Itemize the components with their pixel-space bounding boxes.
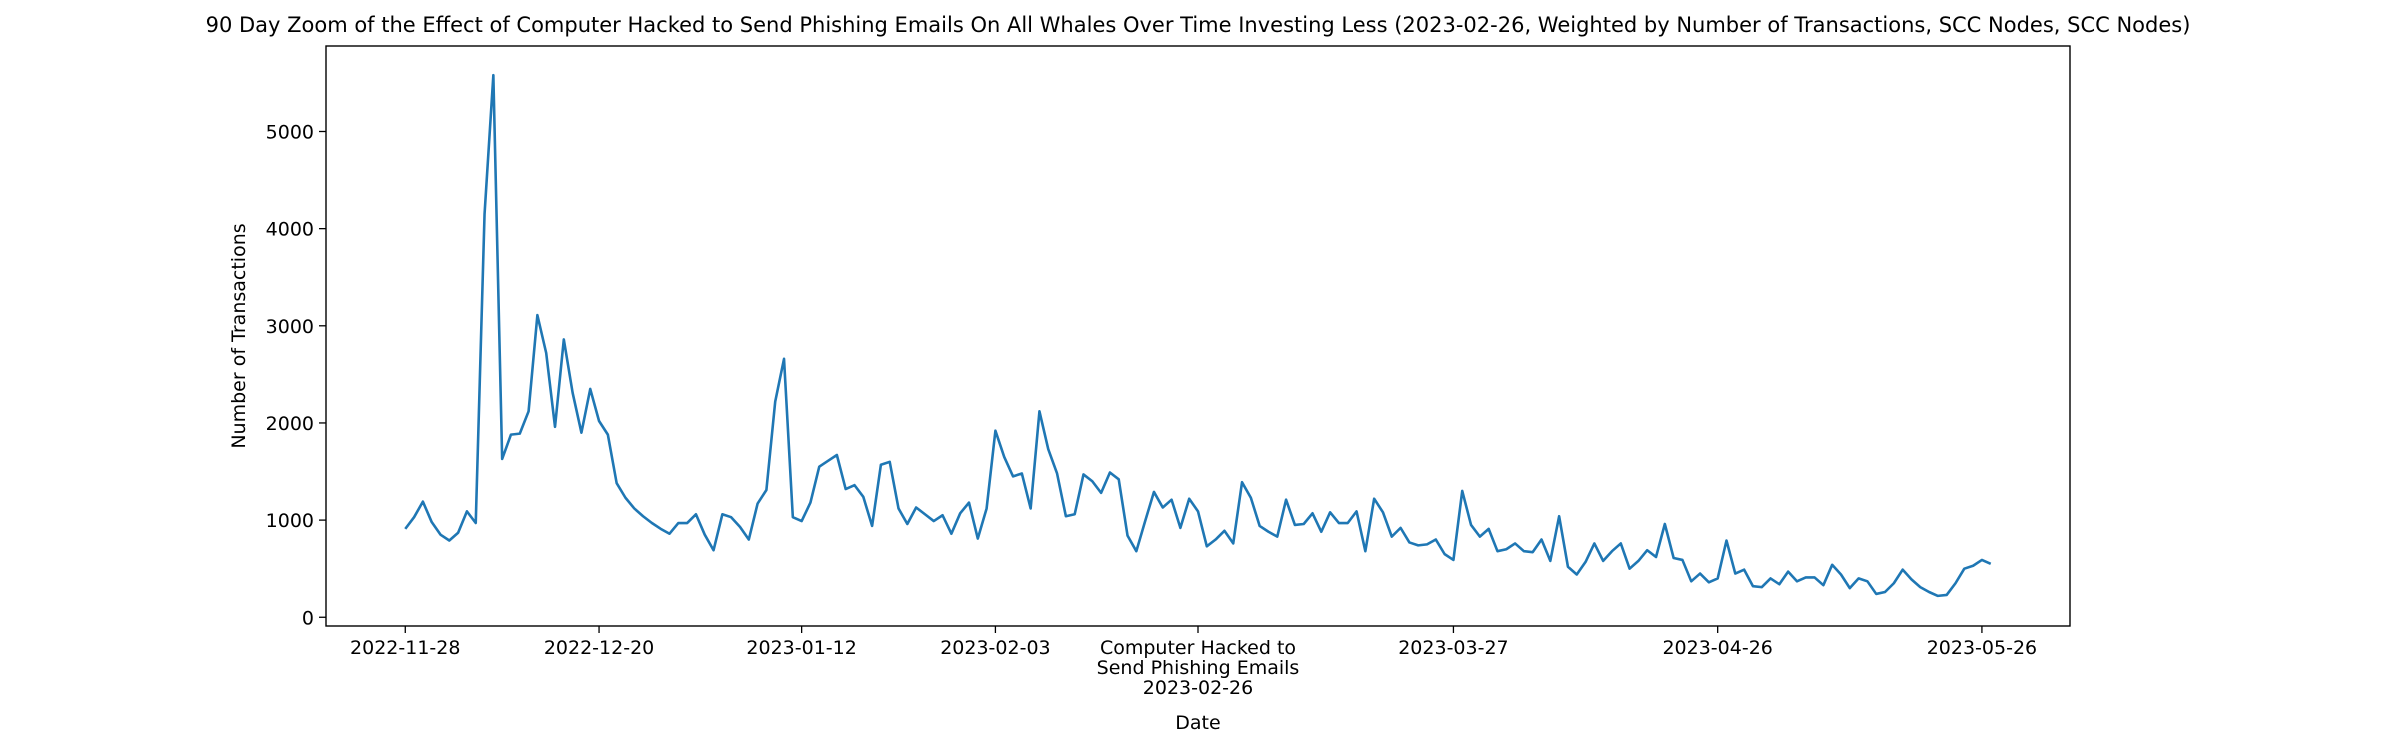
y-tick-label: 1000: [266, 510, 314, 532]
x-axis: 2022-11-28 2022-12-20 2023-01-12 2023-02-03…: [350, 626, 2037, 699]
x-tick-label: 2022-11-28: [350, 637, 460, 659]
x-tick-label: 2023-01-12: [746, 637, 856, 659]
y-tick-label: 3000: [266, 316, 314, 338]
y-tick-label: 5000: [266, 121, 314, 143]
chart-title: 90 Day Zoom of the Effect of Computer Ha…: [206, 13, 2191, 37]
y-axis: 0 1000 2000 3000 4000 5000: [266, 121, 326, 629]
series-line: [404, 73, 1992, 598]
x-tick-label: 2022-12-20: [544, 637, 654, 659]
series-group: [404, 73, 1992, 598]
y-tick-label: 4000: [266, 219, 314, 241]
x-tick-label: 2023-05-26: [1927, 637, 2037, 659]
x-tick-label: 2023-02-03: [940, 637, 1050, 659]
y-tick-label: 2000: [266, 413, 314, 435]
x-tick-label: 2023-04-26: [1662, 637, 1772, 659]
y-tick-label: 0: [302, 607, 314, 629]
x-tick-label: Computer Hacked to: [1100, 637, 1296, 659]
x-tick-label: Send Phishing Emails: [1097, 657, 1300, 679]
x-axis-label: Date: [1175, 712, 1220, 734]
plot-area-frame: [325, 45, 2071, 627]
x-tick-label: 2023-03-27: [1398, 637, 1508, 659]
x-tick-label: 2023-02-26: [1143, 677, 1253, 699]
y-axis-label: Number of Transactions: [228, 223, 250, 448]
